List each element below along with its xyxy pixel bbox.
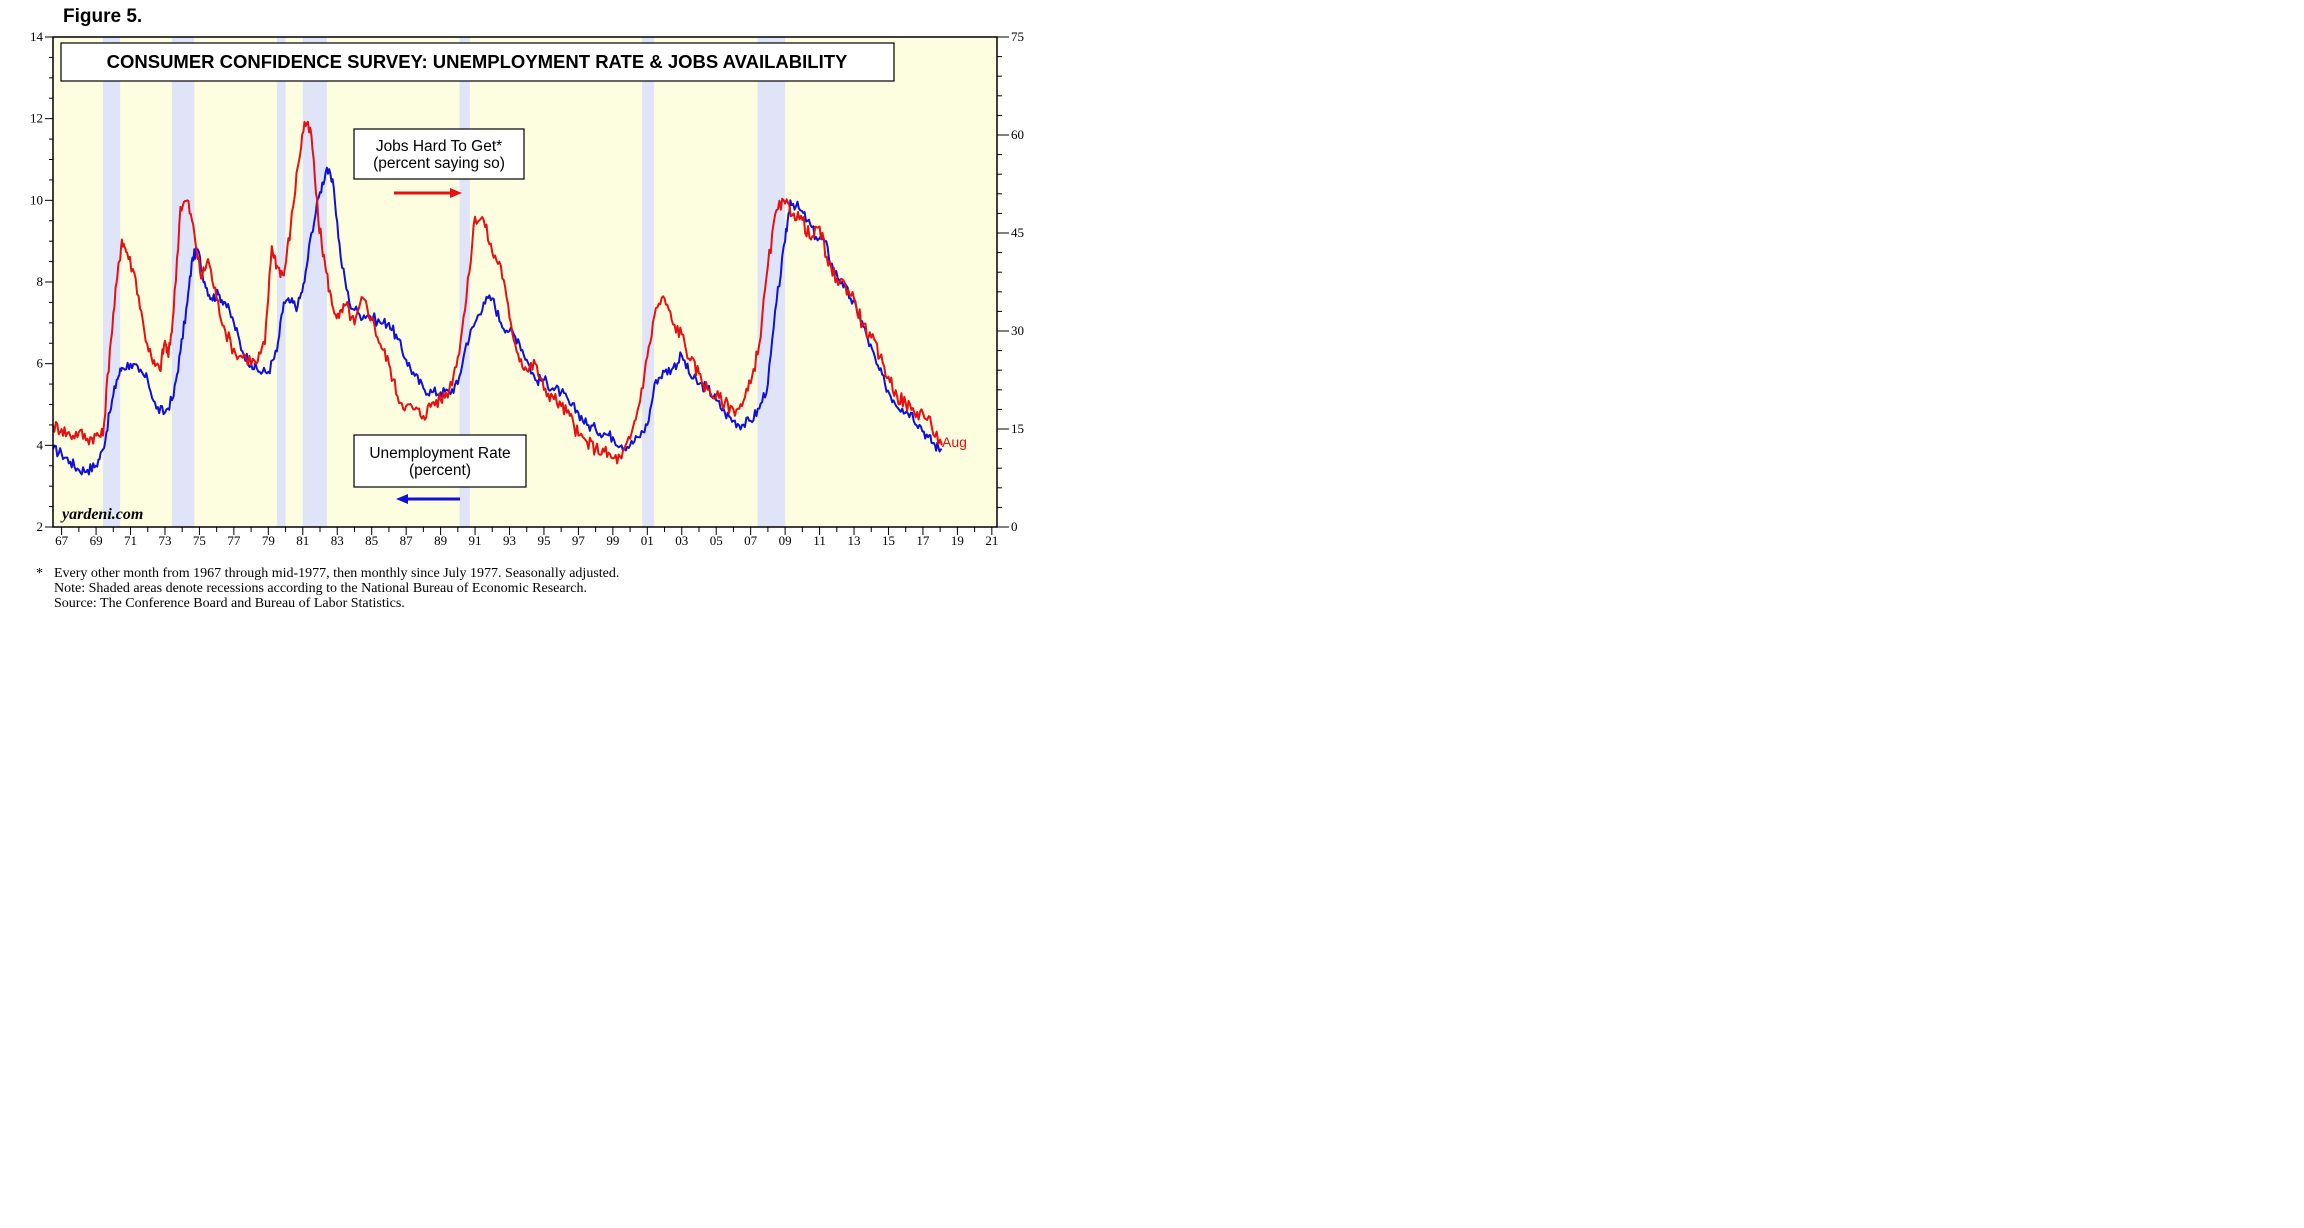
legend-jobs-line1: Jobs Hard To Get* — [376, 138, 502, 155]
right-tick-label: 30 — [1011, 323, 1024, 338]
x-tick-label: 17 — [916, 533, 930, 548]
series-line-jobs-hard-to-get — [52, 120, 943, 465]
left-tick-label: 14 — [30, 29, 44, 44]
figure-label: Figure 5. — [63, 6, 143, 27]
footnote-3: Source: The Conference Board and Bureau … — [36, 596, 619, 611]
recession-band-0 — [102, 37, 121, 527]
footnotes: * Every other month from 1967 through mid… — [36, 566, 619, 611]
recession-band-2 — [276, 37, 286, 527]
x-tick-label: 09 — [779, 533, 792, 548]
x-tick-label: 95 — [537, 533, 550, 548]
right-tick-label: 15 — [1011, 421, 1024, 436]
chart-title-box: CONSUMER CONFIDENCE SURVEY: UNEMPLOYMENT… — [60, 42, 895, 82]
x-tick-label: 87 — [400, 533, 414, 548]
right-tick-label: 45 — [1011, 225, 1024, 240]
watermark: yardeni.com — [60, 506, 143, 523]
x-tick-label: 03 — [675, 533, 688, 548]
x-tick-label: 79 — [262, 533, 275, 548]
chart-area: 2 4 6 8 10 12 14 0 15 30 45 60 75 67 69 71 73 75 77 79 81 83 8… — [30, 29, 1024, 548]
series-line-unemployment-rate — [52, 166, 942, 476]
footnote-text-2: Note: Shaded areas denote recessions acc… — [54, 581, 587, 596]
x-tick-label: 85 — [365, 533, 378, 548]
left-tick-label: 12 — [30, 111, 43, 126]
legend-jobs-line2: (percent saying so) — [373, 155, 505, 172]
right-tick-label: 60 — [1011, 127, 1024, 142]
x-tick-label: 93 — [503, 533, 516, 548]
recession-band-1 — [171, 37, 195, 527]
left-tick-label: 4 — [37, 437, 44, 452]
x-tick-label: 99 — [606, 533, 619, 548]
legend-unemployment: Unemployment Rate (percent) — [353, 434, 527, 488]
legend-unemp-arrow-left — [396, 494, 460, 504]
x-tick-label: 05 — [710, 533, 723, 548]
x-tick-label: 71 — [124, 533, 137, 548]
right-tick-label: 0 — [1011, 519, 1018, 534]
series-lines — [52, 120, 943, 476]
x-tick-label: 81 — [296, 533, 309, 548]
footnote-1: * Every other month from 1967 through mid… — [36, 566, 619, 581]
footnote-text-3: Source: The Conference Board and Bureau … — [54, 596, 405, 611]
footnote-2: Note: Shaded areas denote recessions acc… — [36, 581, 619, 596]
left-tick-label: 2 — [37, 519, 44, 534]
left-tick-label: 10 — [30, 192, 43, 207]
x-tick-label: 83 — [331, 533, 344, 548]
recession-band-5 — [642, 37, 655, 527]
footnote-text-1: Every other month from 1967 through mid-… — [54, 566, 620, 581]
legend-jobs-hard-to-get: Jobs Hard To Get* (percent saying so) — [353, 128, 525, 180]
x-tick-label: 01 — [641, 533, 654, 548]
x-tick-label: 69 — [90, 533, 103, 548]
left-tick-label: 6 — [37, 356, 44, 371]
x-tick-label: 73 — [158, 533, 171, 548]
x-tick-label: 11 — [813, 533, 826, 548]
axes: 2 4 6 8 10 12 14 0 15 30 45 60 75 67 69 71 73 75 77 79 81 83 8… — [30, 29, 1024, 548]
x-tick-label: 77 — [227, 533, 241, 548]
x-tick-label: 75 — [193, 533, 206, 548]
x-tick-label: 67 — [55, 533, 69, 548]
x-tick-label: 15 — [882, 533, 895, 548]
x-tick-label: 91 — [469, 533, 482, 548]
recession-band-6 — [757, 37, 786, 527]
left-tick-label: 8 — [37, 274, 44, 289]
legend-unemp-line2: (percent) — [409, 462, 471, 479]
recession-bands — [102, 37, 786, 527]
recession-band-4 — [459, 37, 470, 527]
x-tick-label: 21 — [985, 533, 998, 548]
right-tick-label: 75 — [1011, 29, 1024, 44]
footnote-star: * — [36, 566, 43, 581]
x-tick-label: 07 — [744, 533, 758, 548]
x-tick-label: 97 — [572, 533, 586, 548]
recession-band-3 — [302, 37, 327, 527]
legend-unemp-line1: Unemployment Rate — [369, 445, 510, 462]
end-label-aug: Aug — [942, 434, 967, 450]
chart-title: CONSUMER CONFIDENCE SURVEY: UNEMPLOYMENT… — [107, 51, 848, 72]
legend-jobs-arrow-right — [394, 188, 462, 198]
x-tick-label: 13 — [848, 533, 861, 548]
x-tick-label: 19 — [951, 533, 964, 548]
x-tick-label: 89 — [434, 533, 447, 548]
